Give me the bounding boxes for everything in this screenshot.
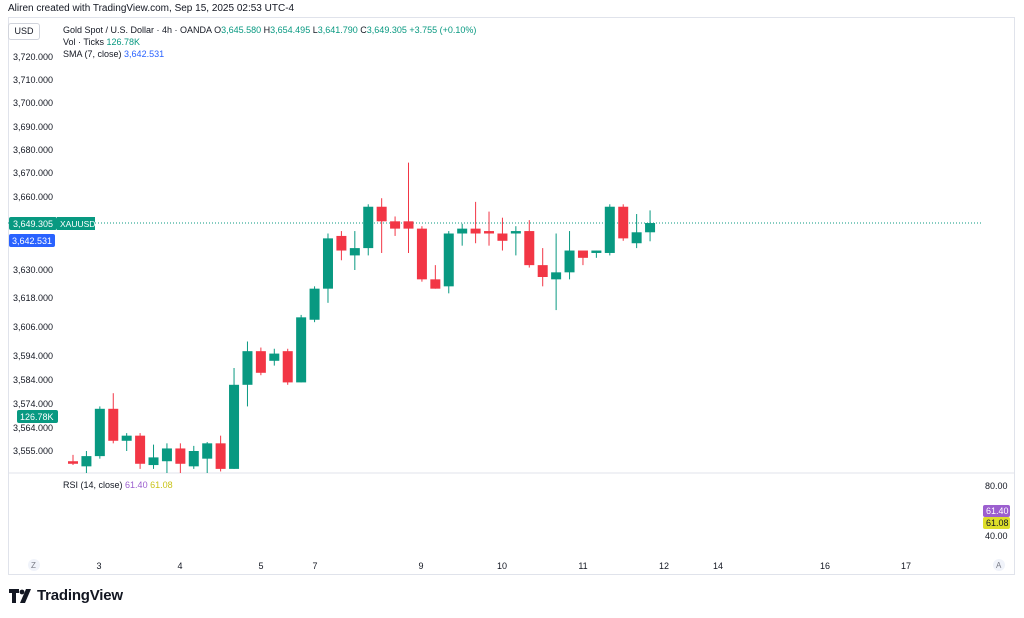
tradingview-logo-text: TradingView [37,587,123,604]
sma-legend[interactable]: SMA (7, close) 3,642.531 [63,49,164,59]
close-label: C [360,25,367,35]
sma-value: 3,642.531 [124,49,165,59]
change-value: +3.755 (+0.10%) [409,25,477,35]
rsi-legend[interactable]: RSI (14, close) 61.40 61.08 [63,480,173,490]
volume-legend[interactable]: Vol · Ticks 126.78K [63,37,140,47]
chart-credit: Aliren created with TradingView.com, Sep… [8,3,295,14]
symbol-title: Gold Spot / U.S. Dollar · 4h · OANDA [63,25,212,35]
close-value: 3,649.305 [366,25,407,35]
low-label: L [312,25,318,35]
rsi-ma-value: 61.08 [150,480,173,490]
volume-value: 126.78K [106,37,141,47]
rsi-value: 61.40 [125,480,148,490]
tradingview-logo[interactable]: TradingView [9,587,123,604]
volume-label: Vol · Ticks [63,37,105,47]
high-value: 3,654.495 [270,25,311,35]
high-label: H [263,25,271,35]
currency-selector[interactable]: USD [8,23,40,40]
open-value: 3,645.580 [221,25,262,35]
open-label: O [214,25,222,35]
symbol-legend[interactable]: Gold Spot / U.S. Dollar · 4h · OANDA O3,… [63,25,476,35]
rsi-label: RSI (14, close) [63,480,123,490]
tradingview-logo-icon [9,588,31,603]
low-value: 3,641.790 [317,25,358,35]
sma-label: SMA (7, close) [63,49,122,59]
chart-frame [8,17,1015,575]
